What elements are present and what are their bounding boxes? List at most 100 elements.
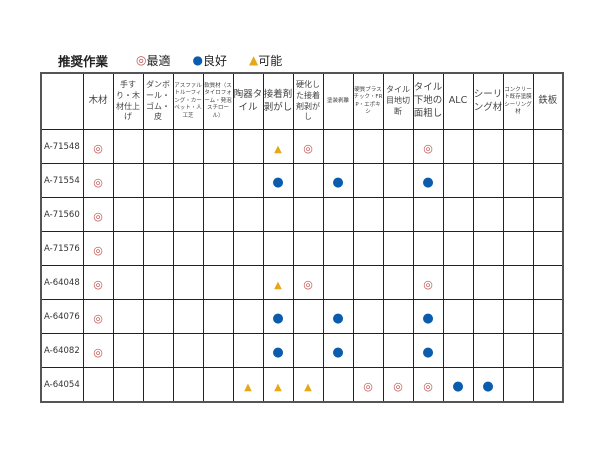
rating-cell [472,129,504,164]
rating-cell [532,231,564,266]
filled-circle-icon: ● [332,311,344,326]
rating-cell [502,367,534,403]
filled-circle-icon: ● [422,175,434,190]
rating-cell: ◎ [82,299,114,334]
filled-circle-icon: ● [272,311,284,326]
rating-cell [472,163,504,198]
rating-cell: ● [262,333,294,368]
rating-cell [112,163,144,198]
rating-cell [172,333,204,368]
column-header: 硬質プラスチック・FRP・エポキシ [352,72,384,130]
rating-cell [532,333,564,368]
triangle-icon: ▲ [274,144,282,155]
rating-cell [202,333,234,368]
rating-cell [532,197,564,232]
rating-cell [502,129,534,164]
rating-cell [142,299,174,334]
rating-cell: ◎ [82,265,114,300]
model-label: A-71576 [40,231,84,266]
legend-title: 推奨作業 [58,53,109,69]
rating-cell [502,299,534,334]
filled-circle-icon: ● [272,175,284,190]
column-header: シーリング材 [472,72,504,130]
model-label: A-64076 [40,299,84,334]
rating-cell [142,231,174,266]
rating-cell [532,129,564,164]
rating-cell [142,197,174,232]
rating-cell [502,333,534,368]
model-label: A-64054 [40,367,84,403]
legend-best-label: 最適 [146,53,171,68]
rating-cell [112,231,144,266]
rating-cell [352,265,384,300]
rating-cell [112,367,144,403]
rating-cell [142,163,174,198]
legend-best: ◎ 最適 [136,52,171,69]
rating-cell [322,197,354,232]
rating-cell [502,231,534,266]
column-header: 鉄板 [532,72,564,130]
rating-cell [112,333,144,368]
rating-cell [472,299,504,334]
double-circle-icon: ◎ [393,380,403,393]
rating-cell [172,367,204,403]
rating-cell [112,129,144,164]
rating-cell [412,197,444,232]
model-label: A-64048 [40,265,84,300]
table-row: A-64048 ◎ ▲ ◎ ◎ [40,265,564,300]
triangle-icon: ▲ [249,53,259,67]
rating-cell [142,367,174,403]
rating-cell: ● [412,299,444,334]
rating-cell [112,299,144,334]
rating-cell [442,231,474,266]
rating-cell [202,265,234,300]
rating-cell [472,265,504,300]
recommendation-table: 木材 手すり・木材仕上げ ダンボール・ゴム・皮 アスファルトルーフィング・カーペット・… [40,72,564,403]
rating-cell [232,299,264,334]
rating-cell: ◎ [292,265,324,300]
header-row: 木材 手すり・木材仕上げ ダンボール・ゴム・皮 アスファルトルーフィング・カーペット・… [40,72,564,130]
triangle-icon: ▲ [274,280,282,291]
rating-cell [352,129,384,164]
rating-cell [142,333,174,368]
rating-cell [112,197,144,232]
rating-cell [442,129,474,164]
column-header: 木材 [82,72,114,130]
rating-cell [382,231,414,266]
rating-cell: ● [322,163,354,198]
table-row: A-71576 ◎ [40,231,564,266]
rating-cell [292,231,324,266]
rating-cell [232,265,264,300]
rating-cell [472,197,504,232]
rating-cell [472,333,504,368]
rating-cell: ▲ [232,367,264,403]
column-header: タイル下地の面粗し [412,72,444,130]
double-circle-icon: ◎ [93,176,103,189]
column-header: 接着剤剥がし [262,72,294,130]
rating-cell [232,231,264,266]
double-circle-icon: ◎ [423,278,433,291]
rating-cell [292,299,324,334]
rating-cell [322,129,354,164]
rating-cell [142,129,174,164]
rating-cell: ◎ [382,367,414,403]
rating-cell [382,197,414,232]
rating-cell [322,231,354,266]
rating-cell [172,299,204,334]
rating-cell [382,129,414,164]
double-circle-icon: ◎ [423,142,433,155]
rating-cell: ◎ [82,197,114,232]
rating-cell [352,333,384,368]
triangle-icon: ▲ [244,382,252,393]
rating-cell: ● [322,299,354,334]
rating-cell [502,265,534,300]
filled-circle-icon: ● [422,345,434,360]
column-header: 手すり・木材仕上げ [112,72,144,130]
rating-cell [202,367,234,403]
legend-ok-label: 可能 [258,53,283,68]
rating-cell [442,163,474,198]
rating-cell [442,333,474,368]
rating-cell: ◎ [82,163,114,198]
rating-cell [382,265,414,300]
filled-circle-icon: ● [192,53,203,67]
